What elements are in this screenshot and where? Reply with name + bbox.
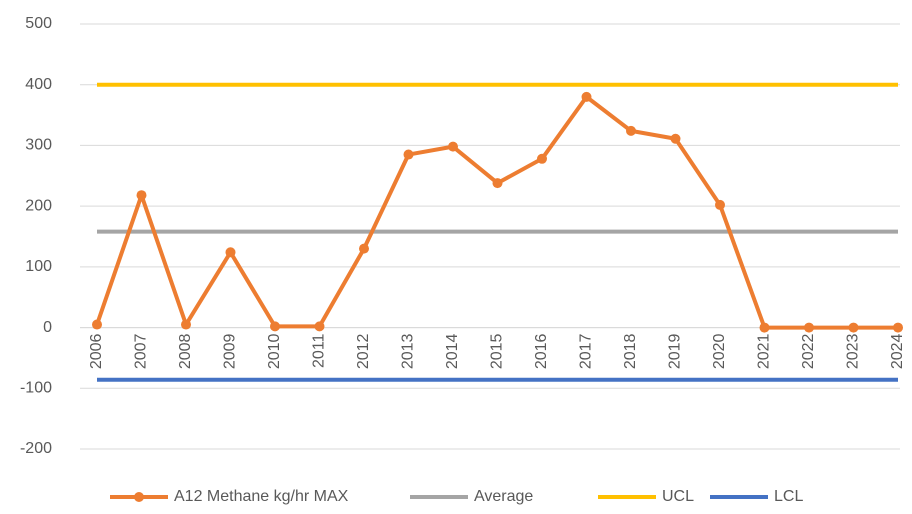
y-tick-label: 100	[25, 258, 52, 275]
series-line	[95, 94, 898, 330]
x-tick-label: 2024	[889, 333, 906, 369]
y-tick-label: -100	[20, 380, 52, 397]
point	[359, 243, 369, 254]
point	[893, 322, 903, 333]
legend-label: UCL	[662, 488, 694, 505]
x-tick-label: 2022	[800, 333, 817, 369]
point	[581, 91, 592, 102]
point	[314, 321, 325, 332]
x-tick-label: 2014	[444, 333, 461, 369]
point	[715, 199, 725, 210]
legend-label: A12 Methane kg/hr MAX	[174, 488, 349, 505]
x-tick-label: 2018	[622, 333, 639, 369]
y-tick-label: 400	[25, 76, 52, 93]
y-tick-label: 500	[25, 15, 52, 32]
point	[136, 190, 147, 201]
point	[181, 319, 191, 330]
x-tick-label: 2023	[845, 333, 862, 369]
x-tick-label: 2017	[578, 333, 595, 369]
point	[403, 149, 414, 160]
legend-item: UCL	[598, 488, 694, 505]
x-tick-label: 2019	[667, 333, 684, 369]
point	[670, 133, 681, 144]
y-tick-label: 200	[25, 197, 52, 214]
x-tick-label: 2006	[88, 333, 105, 369]
x-tick-label: 2010	[266, 333, 283, 369]
point	[492, 178, 503, 189]
x-tick-label: 2008	[177, 333, 194, 369]
x-tick-label: 2012	[355, 333, 372, 369]
y-tick-label: 0	[43, 319, 52, 336]
x-tick-label: 2009	[222, 333, 239, 369]
point	[92, 319, 102, 330]
legend-item: Average	[410, 488, 533, 505]
x-tick-label: 2013	[400, 333, 417, 369]
point	[537, 153, 547, 164]
y-tick-label: -200	[20, 440, 52, 457]
x-tick-label: 2016	[533, 333, 550, 369]
legend-marker	[134, 492, 144, 502]
x-tick-label: 2007	[133, 333, 150, 369]
legend-label: LCL	[774, 488, 803, 505]
legend-item: A12 Methane kg/hr MAX	[110, 488, 349, 505]
point	[848, 322, 859, 333]
point	[448, 141, 458, 152]
x-tick-label: 2021	[756, 333, 773, 369]
legend-item: LCL	[710, 488, 803, 505]
point	[804, 322, 814, 333]
x-tick-label: 2020	[711, 333, 728, 369]
point	[225, 247, 236, 258]
point	[759, 322, 770, 333]
y-tick-label: 300	[25, 137, 52, 154]
point	[270, 321, 280, 332]
legend-label: Average	[474, 488, 533, 505]
x-tick-label: 2011	[311, 333, 328, 368]
x-tick-label: 2015	[489, 333, 506, 369]
point	[626, 125, 636, 136]
